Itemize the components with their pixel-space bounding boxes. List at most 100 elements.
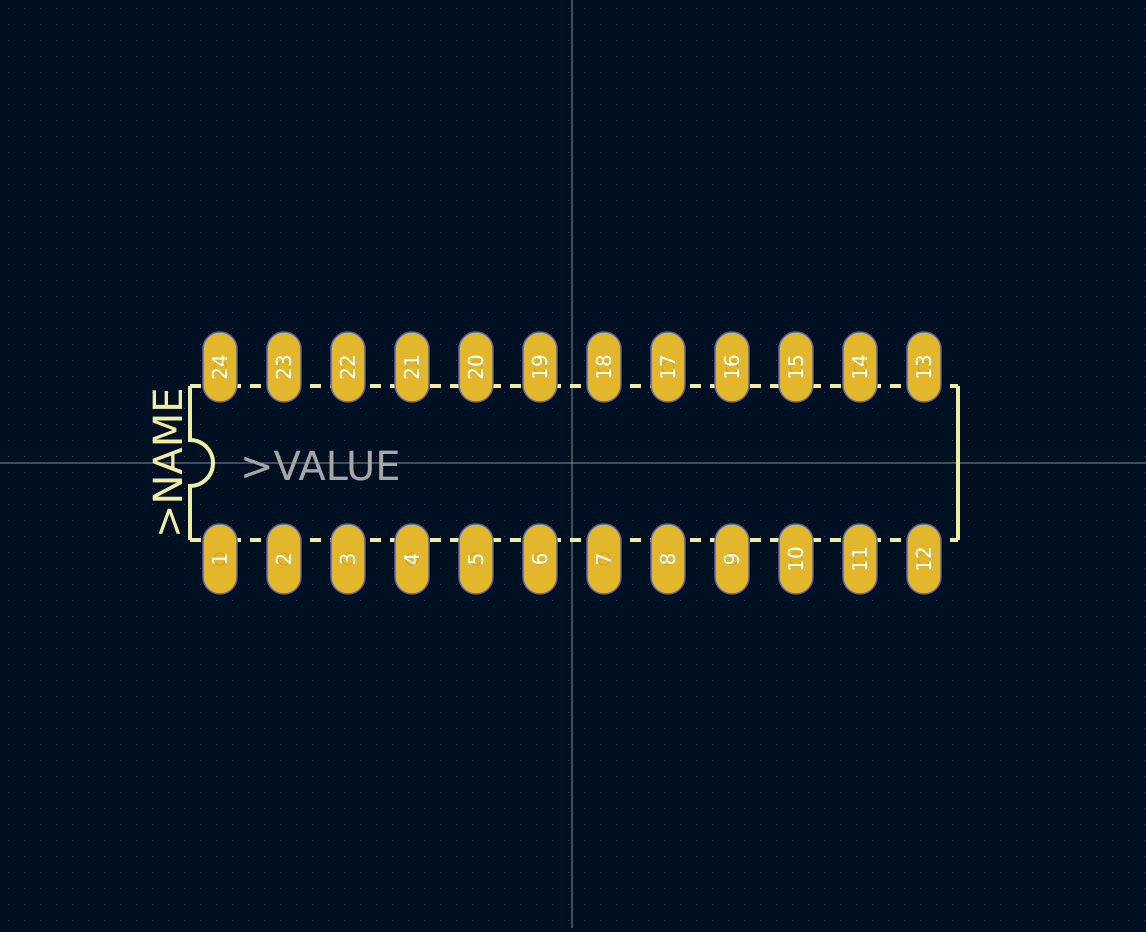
reference-name-label[interactable]: >NAME <box>146 387 192 538</box>
drill-hole <box>917 552 931 566</box>
pad-shape <box>330 523 366 595</box>
pad-number: 15 <box>784 354 808 379</box>
pad-shape <box>778 523 814 595</box>
pad-shape <box>650 331 686 403</box>
pad-23[interactable]: 23 <box>266 331 302 403</box>
pad-1[interactable]: 1 <box>202 523 238 595</box>
drill-hole <box>725 552 739 566</box>
pad-7[interactable]: 7 <box>586 523 622 595</box>
pad-shape <box>650 523 686 595</box>
silkscreen-outline <box>188 384 960 542</box>
pad-8[interactable]: 8 <box>650 523 686 595</box>
pad-shape <box>906 331 942 403</box>
pad-17[interactable]: 17 <box>650 331 686 403</box>
pad-5[interactable]: 5 <box>458 523 494 595</box>
pad-shape <box>714 523 750 595</box>
pad-9[interactable]: 9 <box>714 523 750 595</box>
pad-19[interactable]: 19 <box>522 331 558 403</box>
drill-hole <box>597 552 611 566</box>
drill-hole <box>661 552 675 566</box>
pad-20[interactable]: 20 <box>458 331 494 403</box>
drill-hole <box>277 360 291 374</box>
pad-number: 19 <box>528 354 552 379</box>
drill-hole <box>213 360 227 374</box>
pad-11[interactable]: 11 <box>842 523 878 595</box>
pad-2[interactable]: 2 <box>266 523 302 595</box>
pad-number: 9 <box>720 553 744 566</box>
pad-number: 1 <box>208 553 232 566</box>
pad-shape <box>266 331 302 403</box>
drill-hole <box>725 360 739 374</box>
pad-number: 14 <box>848 354 872 379</box>
drill-hole <box>661 360 675 374</box>
pad-shape <box>522 331 558 403</box>
pad-shape <box>458 331 494 403</box>
drill-hole <box>597 360 611 374</box>
pad-21[interactable]: 21 <box>394 331 430 403</box>
pad-shape <box>394 331 430 403</box>
pad-12[interactable]: 12 <box>906 523 942 595</box>
pad-14[interactable]: 14 <box>842 331 878 403</box>
drill-hole <box>277 552 291 566</box>
pad-number: 24 <box>208 354 232 379</box>
pad-number: 17 <box>656 354 680 379</box>
pad-number: 2 <box>272 553 296 566</box>
drill-hole <box>853 360 867 374</box>
pad-number: 13 <box>912 354 936 379</box>
drill-hole <box>917 360 931 374</box>
pad-15[interactable]: 15 <box>778 331 814 403</box>
pad-3[interactable]: 3 <box>330 523 366 595</box>
value-label[interactable]: >VALUE <box>240 444 401 490</box>
pad-shape <box>906 523 942 595</box>
pad-number: 21 <box>400 354 424 379</box>
drill-hole <box>789 552 803 566</box>
pad-6[interactable]: 6 <box>522 523 558 595</box>
pad-shape <box>202 331 238 403</box>
pad-shape <box>394 523 430 595</box>
drill-hole <box>341 552 355 566</box>
drill-hole <box>469 552 483 566</box>
pad-shape <box>266 523 302 595</box>
pad-number: 22 <box>336 354 360 379</box>
drill-hole <box>405 552 419 566</box>
pad-number: 4 <box>400 553 424 566</box>
pad-number: 11 <box>848 546 872 571</box>
pad-number: 18 <box>592 354 616 379</box>
drill-hole <box>789 360 803 374</box>
pad-shape <box>778 331 814 403</box>
drill-hole <box>853 552 867 566</box>
drill-hole <box>213 552 227 566</box>
pad-number: 16 <box>720 354 744 379</box>
pad-10[interactable]: 10 <box>778 523 814 595</box>
pad-18[interactable]: 18 <box>586 331 622 403</box>
drill-hole <box>405 360 419 374</box>
pad-number: 8 <box>656 553 680 566</box>
pad-22[interactable]: 22 <box>330 331 366 403</box>
pad-24[interactable]: 24 <box>202 331 238 403</box>
pad-13[interactable]: 13 <box>906 331 942 403</box>
pad-shape <box>586 523 622 595</box>
pad-16[interactable]: 16 <box>714 331 750 403</box>
pad-number: 3 <box>336 553 360 566</box>
pad-array: 24 23 22 21 20 19 18 17 16 15 14 131 2 3 4 5 6 7 8 9 10 11 12 <box>202 331 942 595</box>
drill-hole <box>341 360 355 374</box>
pad-number: 20 <box>464 354 488 379</box>
pad-shape <box>330 331 366 403</box>
pad-shape <box>842 523 878 595</box>
pad-shape <box>522 523 558 595</box>
pad-shape <box>714 331 750 403</box>
drill-hole <box>469 360 483 374</box>
pin1-notch-outline <box>188 386 215 540</box>
pad-number: 5 <box>464 553 488 566</box>
pad-number: 23 <box>272 354 296 379</box>
pad-4[interactable]: 4 <box>394 523 430 595</box>
pad-number: 7 <box>592 553 616 566</box>
pad-shape <box>842 331 878 403</box>
drill-hole <box>533 552 547 566</box>
drill-hole <box>533 360 547 374</box>
pad-number: 10 <box>784 546 808 571</box>
pad-shape <box>202 523 238 595</box>
pad-number: 12 <box>912 546 936 571</box>
